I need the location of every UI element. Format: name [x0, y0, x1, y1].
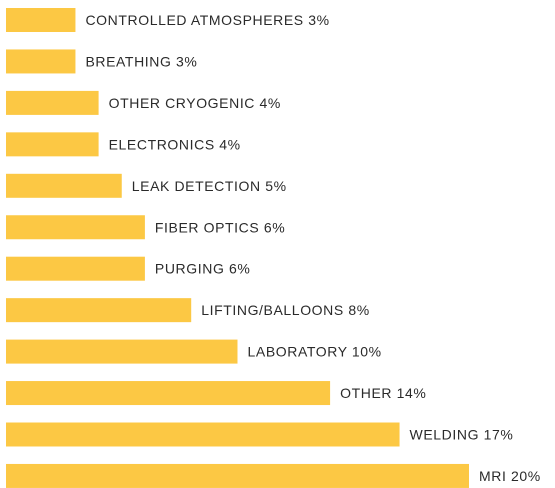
value-label: 17% — [484, 426, 514, 442]
bar-label: PURGING 6% — [155, 260, 250, 276]
category-label: MRI — [479, 468, 506, 484]
value-label: 3% — [176, 53, 197, 69]
bar-label: FIBER OPTICS 6% — [155, 219, 285, 235]
bar — [6, 173, 122, 198]
category-label: WELDING — [410, 426, 480, 442]
category-label: BREATHING — [85, 53, 171, 69]
category-label: OTHER CRYOGENIC — [109, 95, 255, 111]
bar — [6, 215, 145, 240]
value-label: 5% — [265, 178, 286, 194]
bar-label: WELDING 17% — [410, 426, 514, 442]
value-label: 20% — [511, 468, 541, 484]
bar — [6, 381, 331, 406]
bar-label: LABORATORY 10% — [248, 343, 382, 359]
category-label: PURGING — [155, 260, 225, 276]
value-label: 6% — [264, 219, 285, 235]
bar-label: LEAK DETECTION 5% — [132, 178, 287, 194]
category-label: CONTROLLED ATMOSPHERES — [85, 12, 303, 28]
bar — [6, 339, 238, 364]
category-label: OTHER — [340, 385, 392, 401]
bar-label: LIFTING/BALLOONS 8% — [201, 302, 370, 318]
bar-label: CONTROLLED ATMOSPHERES 3% — [85, 12, 329, 28]
category-label: FIBER OPTICS — [155, 219, 259, 235]
bar-label: OTHER 14% — [340, 385, 426, 401]
bar — [6, 8, 76, 32]
bar — [6, 132, 99, 157]
bar-label: ELECTRONICS 4% — [109, 136, 241, 152]
value-label: 4% — [260, 95, 281, 111]
bar-label: BREATHING 3% — [85, 53, 197, 69]
value-label: 10% — [352, 343, 382, 359]
value-label: 6% — [229, 260, 250, 276]
bar — [6, 256, 145, 281]
bar — [6, 298, 192, 323]
value-label: 14% — [397, 385, 427, 401]
value-label: 8% — [348, 302, 369, 318]
value-label: 3% — [308, 12, 329, 28]
value-label: 4% — [219, 136, 240, 152]
bar — [6, 90, 99, 115]
bar — [6, 49, 76, 74]
bar — [6, 463, 469, 488]
category-label: LEAK DETECTION — [132, 178, 261, 194]
category-label: LABORATORY — [248, 343, 348, 359]
category-label: ELECTRONICS — [109, 136, 215, 152]
bar-label: OTHER CRYOGENIC 4% — [109, 95, 281, 111]
bar-label: MRI 20% — [479, 468, 541, 484]
bar — [6, 422, 400, 447]
category-label: LIFTING/BALLOONS — [201, 302, 344, 318]
